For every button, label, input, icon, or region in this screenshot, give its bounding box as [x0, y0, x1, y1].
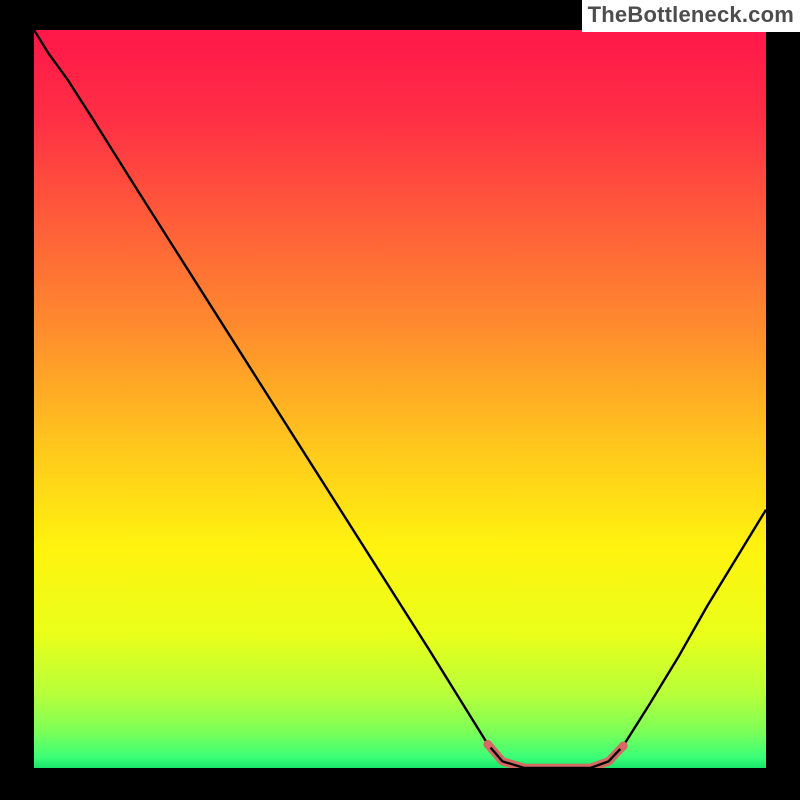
plot-area	[34, 30, 766, 768]
chart-stage: TheBottleneck.com	[0, 0, 800, 800]
curve-layer	[34, 30, 766, 768]
bottleneck-curve	[34, 30, 766, 768]
flat-band-cap-end	[619, 741, 628, 750]
flat-band-cap-start	[483, 740, 492, 749]
attribution-label: TheBottleneck.com	[582, 0, 800, 32]
